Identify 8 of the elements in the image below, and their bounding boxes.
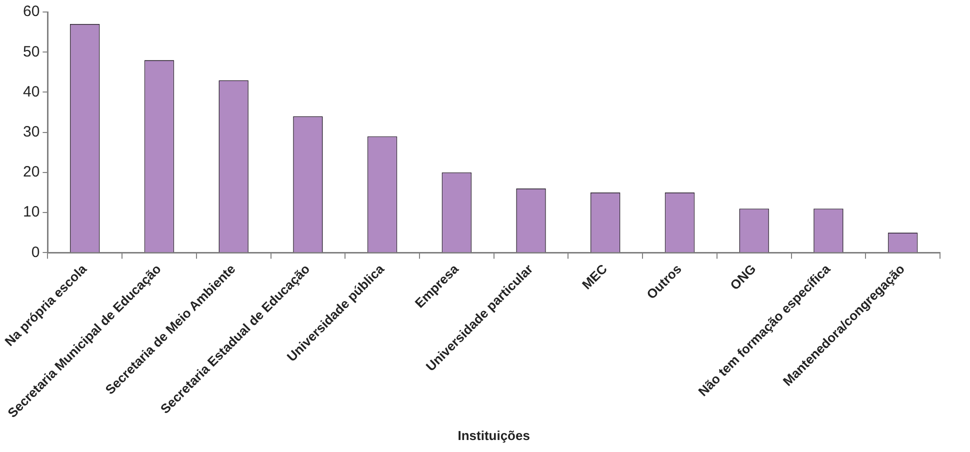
y-tick-label: 40 <box>22 83 40 100</box>
y-tick-label: 20 <box>22 164 40 181</box>
y-tick-label: 0 <box>31 244 40 261</box>
x-axis-title: Instituições <box>458 428 530 443</box>
y-tick-label: 30 <box>22 123 40 140</box>
y-tick-label: 60 <box>22 3 40 20</box>
y-tick-label: 10 <box>22 204 40 221</box>
y-tick-label: 50 <box>22 43 40 60</box>
